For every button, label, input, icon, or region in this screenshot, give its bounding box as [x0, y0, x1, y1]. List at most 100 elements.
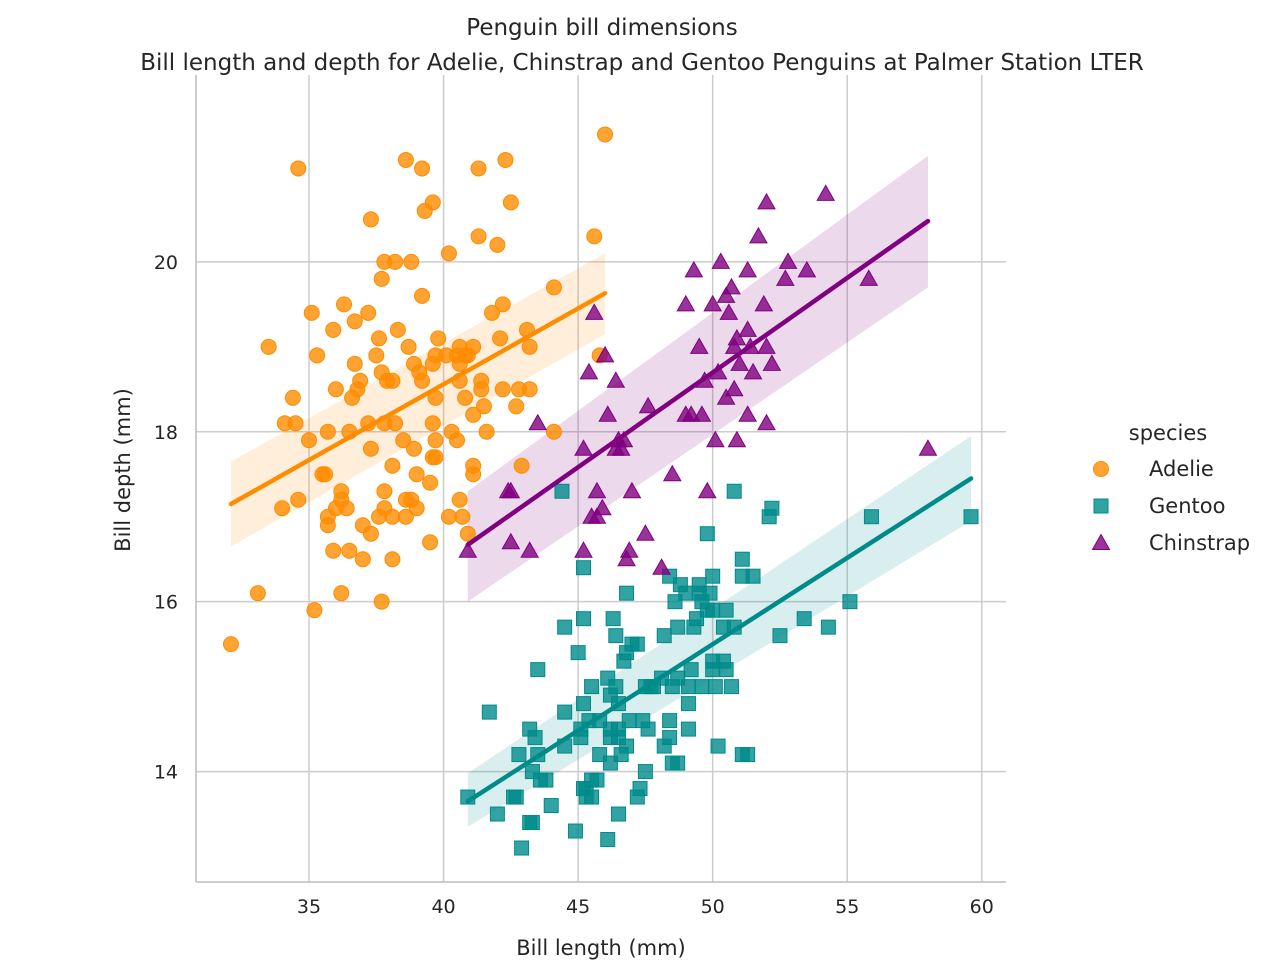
gentoo-point	[557, 619, 573, 635]
gentoo-point	[745, 568, 761, 584]
chinstrap-point	[716, 388, 736, 405]
adelie-point	[274, 500, 291, 517]
chinstrap-point	[797, 260, 817, 278]
gentoo-point	[772, 628, 788, 644]
gentoo-point	[576, 611, 592, 627]
x-tick-label: 40	[431, 896, 455, 918]
adelie-point	[317, 466, 334, 483]
chinstrap-point	[592, 498, 612, 516]
adelie-point	[597, 126, 614, 143]
gentoo-point	[584, 789, 600, 805]
gentoo-point	[554, 483, 570, 499]
chinstrap-point	[743, 362, 763, 380]
gentoo-point	[632, 781, 648, 797]
adelie-point	[387, 253, 404, 270]
gentoo-point	[481, 704, 497, 720]
adelie-point	[475, 398, 492, 415]
x-tick-labels: 35 40 45 50 55 60	[297, 896, 994, 918]
chinstrap-point	[724, 379, 744, 397]
chinstrap-point	[703, 294, 723, 312]
gentoo-point	[605, 611, 621, 627]
adelie-point	[508, 398, 525, 415]
adelie-point	[287, 415, 304, 432]
gentoo-point	[576, 560, 592, 576]
adelie-point	[306, 602, 323, 619]
chinstrap-point	[587, 507, 607, 524]
chinstrap-point	[587, 481, 607, 499]
gentoo-point	[514, 840, 530, 856]
gentoo-point	[710, 738, 726, 754]
adelie-point	[427, 432, 444, 449]
adelie-point	[494, 381, 511, 398]
adelie-point	[397, 151, 414, 168]
adelie-point	[497, 151, 514, 168]
chinstrap-point	[778, 252, 798, 269]
chinstrap-point	[716, 286, 736, 303]
gentoo-point	[589, 772, 605, 788]
y-tick-label: 20	[154, 252, 178, 274]
chinstrap-point	[662, 464, 682, 482]
chinstrap-point	[689, 337, 709, 354]
gentoo-point	[842, 594, 858, 610]
adelie-point	[360, 304, 377, 321]
gentoo-point	[619, 738, 635, 754]
gentoo-point	[619, 585, 635, 601]
adelie-point	[346, 313, 363, 330]
chinstrap-legend-label: Chinstrap	[1149, 531, 1250, 555]
chinstrap-point	[692, 405, 712, 422]
adelie-point	[465, 406, 482, 423]
chinstrap-point	[730, 354, 749, 371]
adelie-point	[352, 372, 369, 389]
adelie-point	[384, 508, 401, 525]
chinstrap-point	[584, 303, 604, 320]
gentoo-point	[705, 602, 721, 618]
adelie-point	[389, 321, 406, 338]
gentoo-legend-marker	[1093, 498, 1109, 514]
adelie-point	[473, 372, 490, 389]
adelie-point	[354, 551, 371, 568]
chinstrap-regression-line	[465, 218, 931, 548]
adelie-point	[545, 423, 562, 440]
adelie-point	[303, 304, 320, 321]
chinstrap-point	[617, 549, 636, 567]
gentoo-point	[610, 806, 626, 822]
adelie-point	[333, 483, 350, 500]
gentoo-point	[557, 704, 573, 720]
gentoo-point	[764, 500, 780, 516]
gentoo-point	[608, 628, 624, 644]
adelie-point	[502, 194, 519, 211]
adelie-point	[222, 636, 239, 653]
adelie-point	[376, 483, 393, 500]
adelie-point	[440, 245, 457, 262]
adelie-point	[405, 440, 422, 457]
chinstrap-point	[520, 541, 540, 558]
adelie-point	[414, 160, 431, 177]
adelie-point	[338, 500, 355, 517]
x-tick-label: 60	[970, 896, 994, 918]
gentoo-point	[508, 789, 524, 805]
gentoo-point	[670, 755, 686, 771]
adelie-point	[384, 551, 401, 568]
adelie-point	[521, 338, 538, 355]
chinstrap-point	[611, 439, 631, 456]
adelie-point	[454, 508, 471, 525]
chinstrap-point	[719, 303, 739, 320]
adelie-point	[370, 330, 387, 347]
gentoo-point	[678, 585, 694, 601]
gentoo-point	[863, 509, 879, 525]
adelie-point	[284, 389, 301, 406]
gentoo-point	[705, 568, 721, 584]
adelie-point	[368, 347, 385, 364]
adelie-point	[521, 381, 538, 398]
chinstrap-point	[757, 192, 776, 210]
chinstrap-point	[636, 524, 655, 541]
adelie-point	[494, 296, 511, 313]
chinstrap-legend-marker	[1091, 533, 1111, 550]
gentoo-point	[637, 764, 653, 780]
chinstrap-point	[859, 269, 879, 286]
chinstrap-point	[757, 337, 776, 354]
adelie-point	[373, 270, 390, 287]
chinstrap-point	[762, 354, 782, 371]
adelie-point	[440, 508, 457, 525]
adelie-point	[362, 525, 379, 542]
